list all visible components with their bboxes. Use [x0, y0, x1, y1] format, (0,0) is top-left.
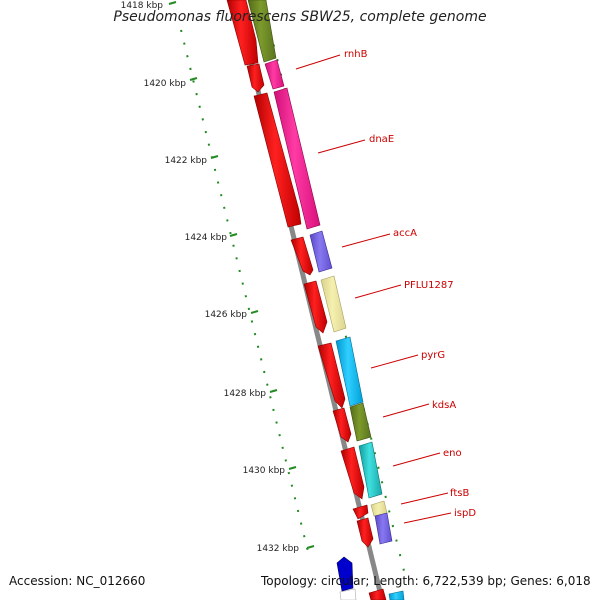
gene-label-rnhB: rnhB	[344, 49, 368, 60]
gene-label-ispD: ispD	[454, 508, 476, 519]
gene-label-PFLU1287: PFLU1287	[404, 280, 454, 291]
scale-major-ticks	[168, 1, 315, 549]
cds-arrow	[317, 342, 346, 409]
gene-label-ftsB: ftsB	[450, 488, 469, 499]
cog-teal-block	[358, 441, 383, 499]
scale-label: 1418 kbp	[121, 1, 164, 11]
gene-label-accA: accA	[393, 228, 417, 239]
cog-track	[247, 0, 405, 600]
cds-arrow	[226, 0, 259, 66]
scale-label: 1420 kbp	[144, 79, 187, 89]
cog-purple-block	[374, 512, 393, 545]
scale-label: 1428 kbp	[224, 389, 267, 399]
gene-label-pyrG: pyrG	[421, 350, 445, 361]
cds-track	[226, 0, 387, 600]
cog-purple-block	[309, 230, 333, 273]
cog-pink-block	[264, 59, 285, 90]
map-title: Pseudomonas fluorescens SBW25, complete …	[113, 9, 487, 25]
cog-khaki-block	[320, 275, 347, 333]
blue-feature-arrow	[336, 556, 354, 592]
cog-cyan-block	[388, 590, 405, 600]
cds-arrow	[246, 63, 265, 93]
scale-label: 1432 kbp	[257, 544, 300, 554]
gene-label-kdsA: kdsA	[432, 400, 456, 411]
cds-arrow	[290, 236, 314, 276]
cds-arrow	[253, 92, 302, 228]
cds-arrow	[356, 517, 374, 548]
scale-label: 1426 kbp	[205, 310, 248, 320]
accession-text: Accession: NC_012660	[9, 574, 146, 588]
cds-arrow	[332, 407, 352, 443]
cds-arrow	[352, 504, 369, 520]
cog-olive-block	[247, 0, 277, 63]
gene-label-dnaE: dnaE	[369, 134, 394, 145]
cog-olive-block	[349, 402, 372, 442]
gene-label-eno: eno	[443, 448, 462, 459]
scale-label: 1424 kbp	[185, 233, 228, 243]
genome-summary-text: Topology: circular; Length: 6,722,539 bp…	[261, 574, 591, 588]
cog-cyan-block	[335, 336, 364, 407]
cds-arrow	[340, 446, 365, 500]
cog-white-block	[339, 588, 357, 600]
scale-label: 1422 kbp	[165, 156, 208, 166]
cds-arrow	[368, 588, 387, 600]
gene-leader-lines	[295, 54, 452, 524]
scale-label: 1430 kbp	[243, 466, 286, 476]
cds-arrow	[303, 280, 328, 334]
cog-pink-block	[273, 87, 321, 230]
